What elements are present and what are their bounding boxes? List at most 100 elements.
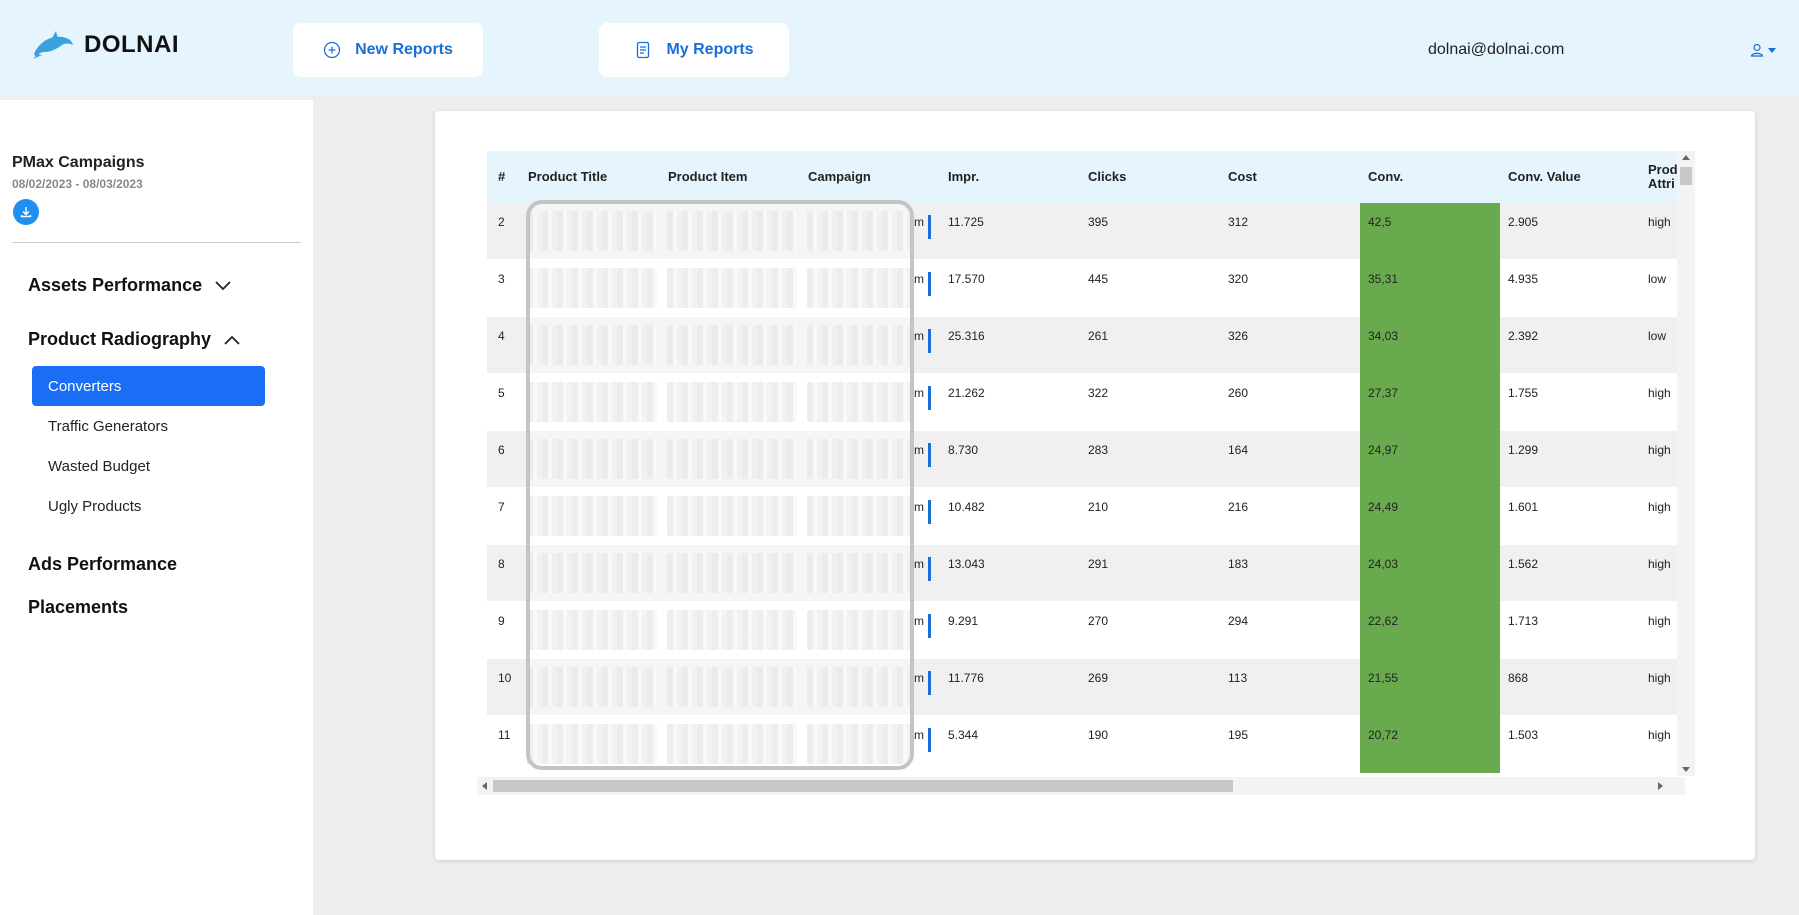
cell-campaign-redacted <box>807 667 911 707</box>
sidebar-item-ugly-products[interactable]: Ugly Products <box>32 486 265 526</box>
table-row[interactable]: 6 m 8.730 283 164 24,97 1.299 high <box>487 431 1677 488</box>
sidebar-section-assets-performance[interactable]: Assets Performance <box>28 275 232 296</box>
cell-impressions: 8.730 <box>948 443 979 457</box>
user-menu-dropdown[interactable] <box>1750 43 1776 57</box>
table-row[interactable]: 11 m 5.344 190 195 20,72 1.503 high <box>487 716 1677 773</box>
cell-product-item-redacted <box>667 667 797 707</box>
cell-impressions: 11.725 <box>948 215 984 229</box>
vertical-scroll-thumb[interactable] <box>1680 167 1692 185</box>
column-header-clicks[interactable]: Clicks <box>1088 169 1127 184</box>
cell-campaign-redacted <box>807 610 911 650</box>
column-header-conversions[interactable]: Conv. <box>1368 169 1404 184</box>
download-button[interactable] <box>13 199 39 225</box>
cell-product-attribute: high <box>1648 500 1671 514</box>
campaign-indicator-bar <box>928 329 931 353</box>
sidebar-item-label: Wasted Budget <box>48 457 151 475</box>
cell-index: 3 <box>498 272 505 286</box>
horizontal-scrollbar[interactable] <box>477 777 1685 795</box>
column-header-product-title[interactable]: Product Title <box>528 169 608 184</box>
campaign-indicator-bar <box>928 272 931 296</box>
products-table: # Product Title Product Item Campaign Im… <box>487 151 1695 776</box>
column-header-index[interactable]: # <box>498 169 506 184</box>
cell-index: 4 <box>498 329 505 343</box>
cell-cost: 294 <box>1228 614 1249 628</box>
cell-conversions: 22,62 <box>1360 602 1500 659</box>
cell-cost: 320 <box>1228 272 1249 286</box>
vertical-scrollbar[interactable] <box>1677 151 1695 776</box>
column-header-product-attribute[interactable]: Prod Attri <box>1648 162 1678 191</box>
cell-clicks: 269 <box>1088 671 1109 685</box>
cell-index: 11 <box>498 728 511 742</box>
cell-product-item-redacted <box>667 382 797 422</box>
column-header-impressions[interactable]: Impr. <box>948 169 980 184</box>
cell-impressions: 10.482 <box>948 500 985 514</box>
new-reports-label: New Reports <box>355 41 453 58</box>
sidebar-section-placements[interactable]: Placements <box>28 597 128 618</box>
scroll-down-arrow-icon[interactable] <box>1682 767 1690 772</box>
conversions-value: 34,03 <box>1368 329 1399 343</box>
cell-conversion-value: 1.562 <box>1508 557 1539 571</box>
cell-clicks: 445 <box>1088 272 1109 286</box>
cell-campaign-suffix: m <box>914 272 924 286</box>
cell-campaign-suffix: m <box>914 728 924 742</box>
table-row[interactable]: 2 m 11.725 395 312 42,5 2.905 high <box>487 203 1677 260</box>
cell-conversions: 21,55 <box>1360 659 1500 716</box>
cell-cost: 113 <box>1228 671 1248 685</box>
cell-campaign-redacted <box>807 439 911 479</box>
cell-clicks: 210 <box>1088 500 1109 514</box>
new-reports-button[interactable]: New Reports <box>293 23 483 77</box>
sidebar-item-label: Traffic Generators <box>48 417 169 435</box>
horizontal-scroll-thumb[interactable] <box>493 780 1233 792</box>
cell-product-attribute: high <box>1648 386 1671 400</box>
cell-index: 9 <box>498 614 505 628</box>
column-header-conversion-value[interactable]: Conv. Value <box>1508 169 1581 184</box>
scroll-up-arrow-icon[interactable] <box>1682 155 1690 160</box>
cell-cost: 326 <box>1228 329 1249 343</box>
column-header-cost[interactable]: Cost <box>1228 169 1257 184</box>
table-row[interactable]: 10 m 11.776 269 113 21,55 868 high <box>487 659 1677 716</box>
my-reports-button[interactable]: My Reports <box>599 23 789 77</box>
campaign-date-range: 08/02/2023 - 08/03/2023 <box>12 177 143 191</box>
column-header-product-item[interactable]: Product Item <box>668 169 748 184</box>
cell-conversion-value: 1.713 <box>1508 614 1539 628</box>
cell-conversions: 34,03 <box>1360 317 1500 374</box>
cell-conversions: 35,31 <box>1360 260 1500 317</box>
conversions-value: 27,37 <box>1368 386 1399 400</box>
sidebar-item-converters[interactable]: Converters <box>32 366 265 406</box>
conversions-value: 22,62 <box>1368 614 1399 628</box>
table-row[interactable]: 4 m 25.316 261 326 34,03 2.392 low <box>487 317 1677 374</box>
table-row[interactable]: 3 m 17.570 445 320 35,31 4.935 low <box>487 260 1677 317</box>
sidebar-item-wasted-budget[interactable]: Wasted Budget <box>32 446 265 486</box>
cell-product-item-redacted <box>667 496 797 536</box>
user-icon <box>1750 43 1764 57</box>
cell-campaign-suffix: m <box>914 614 924 628</box>
cell-impressions: 11.776 <box>948 671 984 685</box>
cell-campaign-suffix: m <box>914 443 924 457</box>
column-header-campaign[interactable]: Campaign <box>808 169 871 184</box>
cell-product-title-redacted <box>527 325 657 365</box>
scroll-right-arrow-icon[interactable] <box>1658 782 1663 790</box>
cell-clicks: 261 <box>1088 329 1109 343</box>
dolphin-icon <box>33 31 73 59</box>
sidebar-section-ads-performance[interactable]: Ads Performance <box>28 554 177 575</box>
cell-product-item-redacted <box>667 268 797 308</box>
table-row[interactable]: 9 m 9.291 270 294 22,62 1.713 high <box>487 602 1677 659</box>
sidebar-item-traffic-generators[interactable]: Traffic Generators <box>32 406 265 446</box>
scroll-left-arrow-icon[interactable] <box>482 782 487 790</box>
table-row[interactable]: 8 m 13.043 291 183 24,03 1.562 high <box>487 545 1677 602</box>
cell-product-attribute: high <box>1648 443 1671 457</box>
cell-conversion-value: 4.935 <box>1508 272 1539 286</box>
cell-impressions: 21.262 <box>948 386 985 400</box>
table-row[interactable]: 7 m 10.482 210 216 24,49 1.601 high <box>487 488 1677 545</box>
conversions-value: 24,03 <box>1368 557 1399 571</box>
cell-clicks: 190 <box>1088 728 1109 742</box>
app-logo[interactable]: DOLNAI <box>32 30 179 60</box>
cell-conversions: 24,97 <box>1360 431 1500 488</box>
table-row[interactable]: 5 m 21.262 322 260 27,37 1.755 high <box>487 374 1677 431</box>
cell-clicks: 322 <box>1088 386 1109 400</box>
conversions-value: 24,49 <box>1368 500 1399 514</box>
cell-product-title-redacted <box>527 496 657 536</box>
cell-product-item-redacted <box>667 325 797 365</box>
sidebar-section-product-radiography[interactable]: Product Radiography <box>28 329 241 350</box>
cell-campaign-suffix: m <box>914 215 924 229</box>
